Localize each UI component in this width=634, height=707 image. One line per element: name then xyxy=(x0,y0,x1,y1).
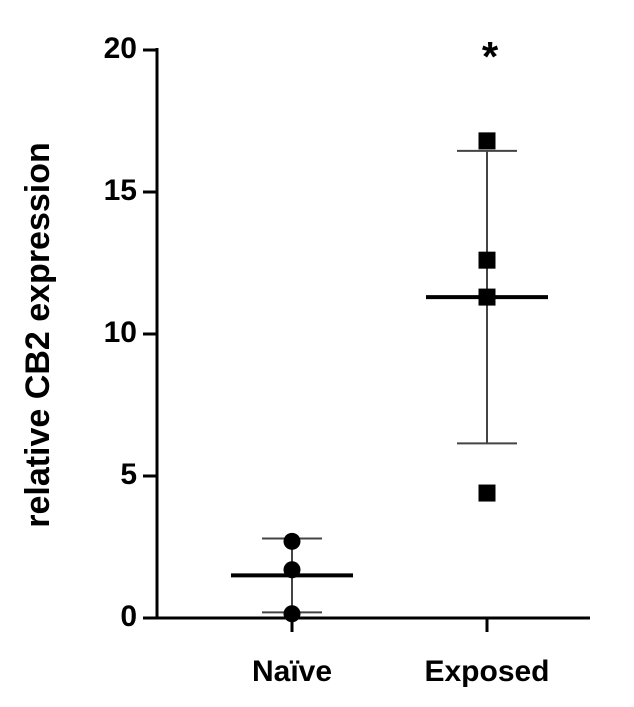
y-tick-label: 5 xyxy=(120,458,137,491)
annotation: * xyxy=(482,33,499,80)
y-tick-label: 10 xyxy=(104,316,137,349)
y-axis-label: relative CB2 expression xyxy=(19,142,57,528)
data-point xyxy=(478,484,496,502)
data-point xyxy=(478,132,496,150)
data-point xyxy=(283,605,301,623)
y-tick-label: 20 xyxy=(104,32,137,65)
data-point xyxy=(478,251,496,269)
y-tick-label: 15 xyxy=(104,174,137,207)
y-tick-label: 0 xyxy=(120,600,137,633)
data-point xyxy=(283,532,301,550)
x-tick-label: Naïve xyxy=(252,655,332,688)
x-tick-label: Exposed xyxy=(424,655,549,688)
